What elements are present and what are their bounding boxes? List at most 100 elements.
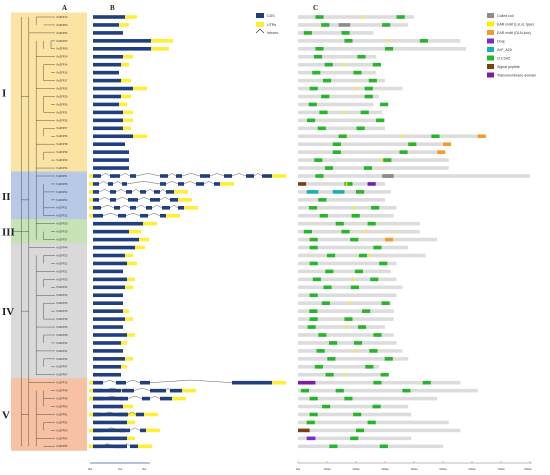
gene-label: VviZFP14 <box>56 63 68 67</box>
cds-segment <box>196 182 204 186</box>
ear-lxlxl-motif <box>400 134 402 139</box>
cds-segment <box>93 412 101 417</box>
legend-label-dnaj: Dnaj <box>497 40 505 44</box>
ear-lxlxl-motif <box>344 110 346 115</box>
zf-c2h2-domain <box>317 126 326 131</box>
zf-c2h2-domain <box>303 31 312 35</box>
zf-c2h2-domain <box>332 150 341 154</box>
cds-segment <box>128 198 138 202</box>
cds-segment <box>160 174 168 178</box>
zf-c2h2-domain <box>351 213 360 218</box>
zf-c2h2-domain <box>379 261 388 266</box>
protein-axis-700aa: 700aa <box>497 467 505 471</box>
cds-segment <box>93 261 127 266</box>
gene-label: VviZFP48 <box>56 389 68 393</box>
intron-line <box>125 379 141 383</box>
group-label-ii: II <box>2 191 11 203</box>
zf-c2h2-domain <box>373 333 382 337</box>
zf-c2h2-domain <box>365 365 374 369</box>
zf-c2h2-domain <box>370 277 379 282</box>
cds-segment <box>93 420 127 425</box>
utr-segment <box>146 428 160 433</box>
utr-segment <box>272 174 286 178</box>
utr-segment <box>119 102 127 107</box>
gene-label: VviZFP54 <box>56 436 68 440</box>
gene-scale-bar: 0kb 1kb 2kb <box>88 462 150 471</box>
protein-bar <box>298 134 484 139</box>
zf-c2h2-domain <box>431 134 440 139</box>
protein-bar <box>298 206 397 210</box>
group-label-iv: IV <box>2 306 14 318</box>
zf-c2h2-domain <box>341 229 350 234</box>
cds-segment <box>93 182 99 186</box>
intron-line <box>123 443 131 447</box>
zf-c2h2-domain <box>324 166 334 170</box>
gene-label: VviZFP02 <box>56 190 68 194</box>
cds-segment <box>160 396 172 401</box>
protein-axis-300aa: 300aa <box>381 467 389 471</box>
cds-segment <box>93 78 121 83</box>
gene-label: VviZFP24 <box>56 55 68 59</box>
znf-a20-domain <box>306 190 319 194</box>
zf-c2h2-domain <box>356 428 365 433</box>
zf-c2h2-domain <box>335 388 344 393</box>
gene-label: VviZFP08 <box>56 47 68 51</box>
gene-label: VviZFP43 <box>56 293 68 297</box>
cds-segment <box>93 86 133 91</box>
protein-bar <box>298 388 478 393</box>
zf-c2h2-domain <box>376 118 385 123</box>
zf-c2h2-domain <box>357 54 366 59</box>
gene-label: VviZFP15 <box>56 309 68 313</box>
zf-c2h2-domain <box>321 23 330 27</box>
zf-c2h2-domain <box>322 78 332 83</box>
gene-structures <box>89 15 286 449</box>
legend-swatch-signal-peptide <box>487 64 494 69</box>
motif-legend: Coiled coil EAR motif (LxLxL type) EAR m… <box>487 13 536 78</box>
coiled-coil <box>338 23 351 27</box>
cds-segment <box>93 412 127 417</box>
zf-c2h2-domain <box>353 412 362 417</box>
ear-lxlxl-motif <box>355 349 357 353</box>
legend-label-ear-dln: EAR motif (DLN-box) <box>497 31 531 35</box>
zf-c2h2-domain <box>372 62 381 67</box>
gene-label: VviZFP05 <box>56 182 68 186</box>
intron-line <box>98 181 109 185</box>
zf-c2h2-domain <box>373 245 382 250</box>
cds-segment <box>146 206 152 210</box>
zf-c2h2-domain <box>408 142 417 146</box>
ear-dln-motif <box>443 142 452 146</box>
legend-label-cds: CDS <box>267 14 275 18</box>
gene-label: VviZFP49 <box>56 397 68 401</box>
cds-segment <box>93 293 123 298</box>
panel-label-b: B <box>110 4 115 12</box>
cds-segment <box>170 198 178 202</box>
cds-segment <box>93 213 103 218</box>
zf-c2h2-domain <box>344 39 353 43</box>
zf-c2h2-domain <box>329 444 338 449</box>
cds-segment <box>93 31 123 35</box>
gene-label: VviZFP12 <box>56 214 68 218</box>
cds-segment <box>136 412 144 417</box>
cds-segment <box>114 206 120 210</box>
protein-bar <box>298 285 403 290</box>
protein-bar <box>298 182 385 186</box>
protein-bar <box>298 277 397 282</box>
gene-label: VviZFP40 <box>56 158 68 162</box>
utr-segment <box>135 245 145 250</box>
cds-segment <box>93 404 123 409</box>
legend-label-transmembrane: Transmembrane domain <box>497 74 536 78</box>
intron-line <box>125 212 141 216</box>
legend-label-znf-a20: ZnF_A20 <box>497 48 512 52</box>
protein-bar <box>298 213 394 218</box>
intron-line <box>149 379 233 383</box>
zf-c2h2-domain <box>369 349 378 353</box>
protein-bar <box>298 62 380 67</box>
cds-segment <box>93 253 125 258</box>
gene-label: VviZFP42 <box>56 341 68 345</box>
zf-c2h2-domain <box>309 412 318 417</box>
gene-label: VviZFP01 <box>56 174 68 178</box>
group-band-ii <box>11 171 87 221</box>
zf-c2h2-domain <box>353 341 363 345</box>
gene-label: VviZFP33 <box>56 277 68 281</box>
cds-segment <box>93 198 99 202</box>
